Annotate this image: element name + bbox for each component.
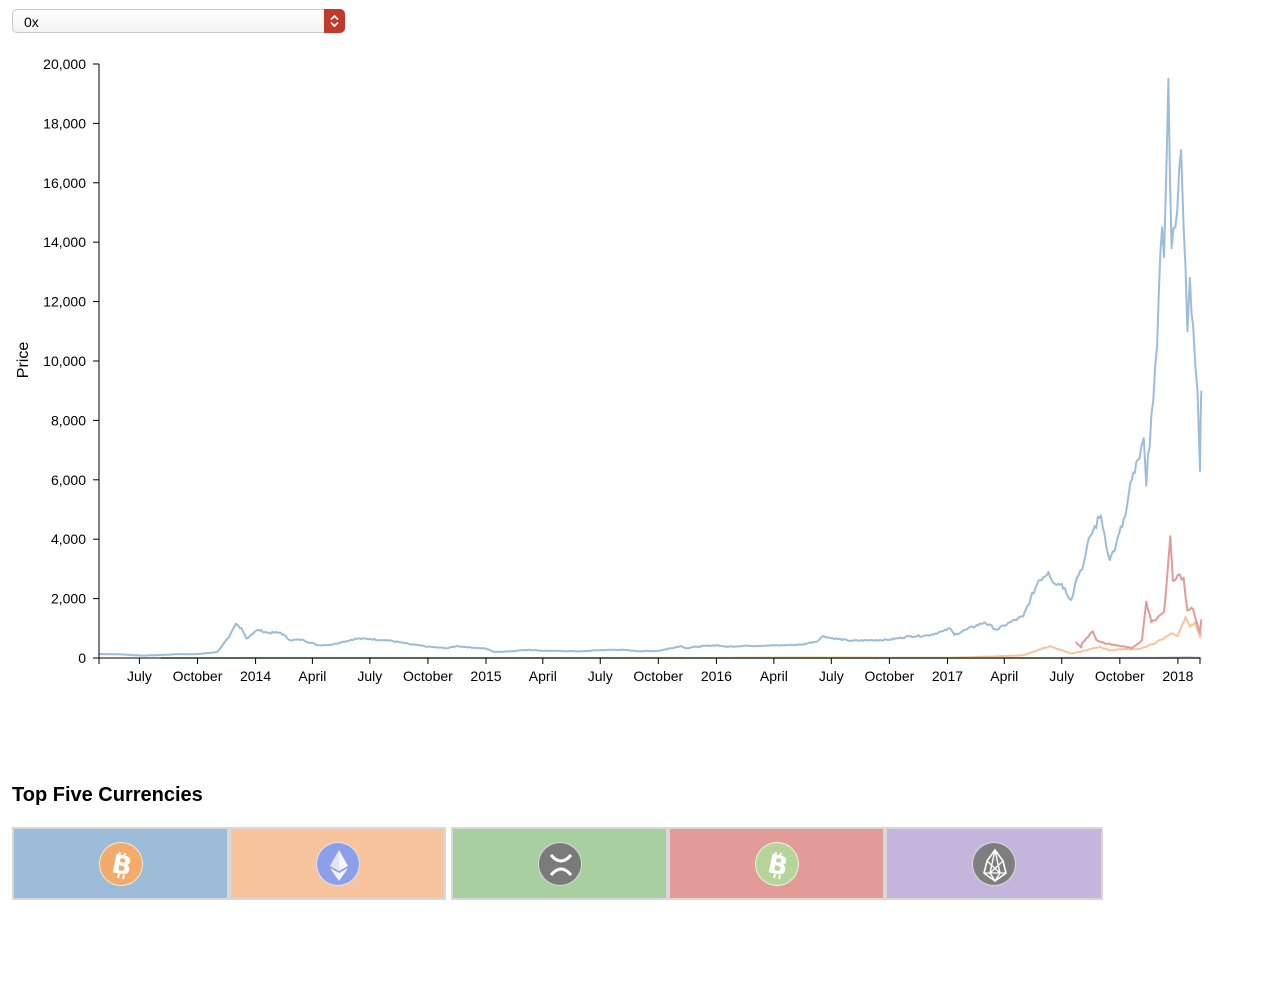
currency-tile-ripple[interactable] — [451, 827, 668, 900]
bitcoin-cash-icon: B — [754, 841, 799, 886]
x-tick-label: 2018 — [1162, 668, 1193, 684]
y-tick: 20,000 — [43, 56, 99, 72]
x-tick-label: October — [864, 668, 914, 684]
x-tick: July — [588, 658, 613, 684]
series-line-btc — [99, 77, 1203, 657]
eos-icon — [972, 841, 1016, 886]
x-tick-label: July — [357, 668, 382, 684]
x-tick-label: October — [633, 668, 683, 684]
x-tick: July — [819, 658, 844, 684]
section-title: Top Five Currencies — [12, 784, 203, 806]
y-tick-label: 2,000 — [51, 591, 86, 607]
x-tick: 2018 — [1162, 658, 1194, 684]
x-tick: July — [357, 658, 382, 684]
y-tick: 12,000 — [43, 294, 99, 310]
y-tick: 6,000 — [51, 472, 99, 488]
y-tick: 16,000 — [43, 175, 99, 191]
x-tick-label: 2017 — [932, 668, 963, 684]
svg-text:B: B — [764, 849, 790, 882]
x-axis: July October 2014 April July October 2015 April… — [98, 657, 1201, 684]
price-chart: 0 2,000 4,000 6,000 8,000 10,000 12,000 14,000 1… — [15, 56, 1203, 684]
ethereum-icon — [315, 841, 360, 886]
x-tick-label: July — [588, 668, 613, 684]
y-tick: 0 — [78, 650, 99, 666]
currency-select[interactable]: 0x — [12, 9, 345, 33]
x-tick: October — [633, 658, 684, 684]
y-tick: 4,000 — [51, 531, 99, 547]
top-currency-tiles: B B — [12, 827, 1104, 900]
series-line-bch — [1074, 535, 1203, 650]
x-tick: 2016 — [701, 658, 732, 684]
x-tick: October — [173, 658, 223, 684]
y-tick: 8,000 — [51, 412, 99, 428]
x-tick-label: July — [819, 668, 844, 684]
y-tick: 18,000 — [43, 115, 99, 131]
y-tick-label: 10,000 — [43, 353, 86, 369]
x-tick: April — [760, 658, 788, 684]
y-tick: 14,000 — [43, 234, 99, 250]
y-tick-label: 6,000 — [51, 472, 86, 488]
select-arrows-icon[interactable] — [324, 9, 345, 33]
x-tick-label: April — [990, 668, 1018, 684]
bitcoin-icon: B — [98, 841, 143, 886]
x-tick: July — [1049, 658, 1074, 684]
currency-tile-ethereum[interactable] — [229, 827, 446, 900]
x-tick-label: April — [529, 668, 557, 684]
x-tick: April — [990, 658, 1018, 684]
x-tick-label: October — [173, 668, 223, 684]
y-axis: 0 2,000 4,000 6,000 8,000 10,000 12,000 14,000 1… — [43, 56, 100, 666]
svg-text:B: B — [108, 849, 134, 882]
ripple-icon — [537, 841, 582, 886]
x-tick-label: October — [403, 668, 453, 684]
x-tick: 2015 — [470, 658, 502, 684]
currency-tile-bitcoin-cash[interactable]: B — [668, 827, 885, 900]
x-tick: 2014 — [240, 658, 271, 684]
x-tick: 2017 — [932, 658, 963, 684]
y-tick-label: 4,000 — [51, 531, 86, 547]
x-tick-label: 2014 — [240, 668, 271, 684]
y-axis-label: Price — [15, 342, 32, 379]
currency-tile-bitcoin[interactable]: B — [12, 827, 229, 900]
y-tick: 2,000 — [51, 591, 99, 607]
y-tick-label: 12,000 — [43, 294, 86, 310]
y-tick-label: 14,000 — [43, 234, 86, 250]
x-tick: October — [864, 658, 915, 684]
series-lines — [99, 77, 1203, 659]
y-tick-label: 8,000 — [51, 412, 86, 428]
x-tick: October — [1095, 658, 1145, 684]
x-tick-label: April — [760, 668, 788, 684]
currency-select-value: 0x — [24, 14, 39, 30]
y-tick-label: 16,000 — [43, 175, 86, 191]
currency-tile-eos[interactable] — [885, 827, 1103, 900]
x-tick-label: 2016 — [701, 668, 732, 684]
y-tick-label: 0 — [78, 650, 86, 666]
y-tick-label: 18,000 — [43, 115, 86, 131]
y-tick-label: 20,000 — [43, 56, 86, 72]
y-tick: 10,000 — [43, 353, 99, 369]
x-tick-label: July — [1049, 668, 1074, 684]
x-tick-label: October — [1095, 668, 1145, 684]
x-tick-label: 2015 — [470, 668, 501, 684]
x-tick: July — [127, 658, 152, 684]
x-tick-label: April — [298, 668, 326, 684]
x-tick: April — [298, 658, 326, 684]
x-tick-label: July — [127, 668, 152, 684]
x-tick: April — [529, 658, 557, 684]
x-tick: October — [403, 658, 453, 684]
